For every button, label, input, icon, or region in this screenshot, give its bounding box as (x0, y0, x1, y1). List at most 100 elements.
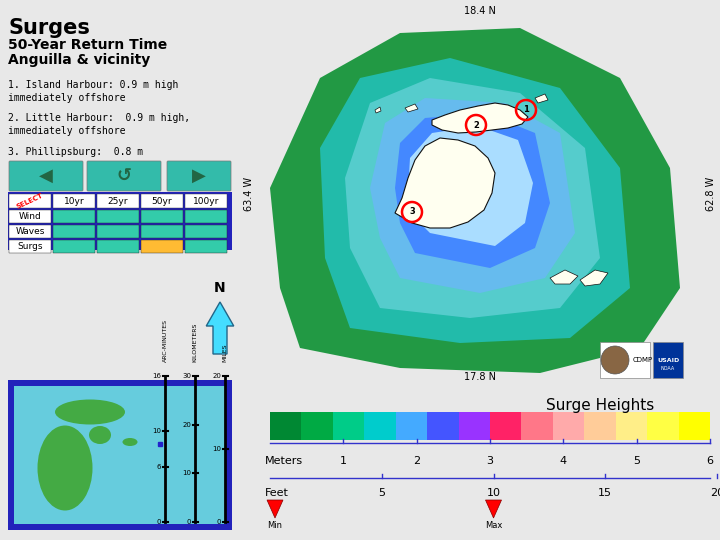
Text: 3: 3 (409, 207, 415, 217)
Polygon shape (395, 113, 550, 268)
Text: Surge Heights: Surge Heights (546, 398, 654, 413)
Bar (53, 194, 95, 208)
Polygon shape (375, 107, 381, 113)
Bar (53, 240, 95, 253)
Polygon shape (408, 126, 533, 246)
Bar (396, 412, 427, 440)
Text: 50yr: 50yr (152, 197, 172, 206)
FancyArrow shape (206, 302, 234, 354)
Text: 18.4 N: 18.4 N (464, 6, 496, 16)
Text: 6: 6 (156, 464, 161, 470)
Bar (459, 412, 490, 440)
Text: 0: 0 (217, 519, 221, 525)
Text: ↺: ↺ (117, 167, 132, 185)
Text: N: N (214, 281, 226, 295)
Text: 6: 6 (706, 456, 714, 466)
Text: KILOMETERS: KILOMETERS (192, 322, 197, 362)
Text: 5: 5 (378, 488, 385, 498)
Bar (616, 412, 647, 440)
Text: SELECT: SELECT (16, 192, 45, 210)
Text: 10: 10 (212, 446, 221, 452)
Text: 1. Island Harbour: 0.9 m high
immediately offshore: 1. Island Harbour: 0.9 m high immediatel… (8, 80, 179, 103)
Text: Wind: Wind (19, 212, 41, 221)
Text: 5: 5 (633, 456, 640, 466)
Ellipse shape (37, 426, 92, 510)
Text: 3: 3 (487, 456, 493, 466)
Bar (653, 342, 683, 378)
Text: 20: 20 (710, 488, 720, 498)
Bar (185, 194, 227, 208)
Text: ▶: ▶ (192, 167, 206, 185)
Polygon shape (405, 104, 418, 112)
Text: Anguilla & vicinity: Anguilla & vicinity (8, 53, 150, 67)
Text: 17.8 N: 17.8 N (464, 372, 496, 382)
Text: 0: 0 (156, 519, 161, 525)
Text: 3. Phillipsburg:  0.8 m: 3. Phillipsburg: 0.8 m (8, 147, 143, 157)
Ellipse shape (55, 400, 125, 424)
Text: 2: 2 (413, 456, 420, 466)
Polygon shape (432, 103, 528, 133)
Bar (8, 192, 232, 250)
Text: 25yr: 25yr (108, 197, 128, 206)
Text: 10yr: 10yr (63, 197, 84, 206)
Text: 100yr: 100yr (193, 197, 219, 206)
Ellipse shape (89, 426, 111, 444)
Text: 1: 1 (523, 105, 529, 114)
Circle shape (601, 346, 629, 374)
Text: Max: Max (485, 522, 502, 530)
Text: MILES: MILES (222, 343, 228, 362)
Text: 15: 15 (598, 488, 612, 498)
Bar (9, 240, 51, 253)
Bar (141, 210, 183, 223)
Bar (14, 386, 226, 524)
Text: ◀: ◀ (39, 167, 53, 185)
Text: CDMP: CDMP (633, 357, 653, 363)
Bar (9, 210, 51, 223)
Text: NOAA: NOAA (661, 367, 675, 372)
Bar (427, 412, 459, 440)
Ellipse shape (122, 438, 138, 446)
Text: Min: Min (268, 522, 282, 530)
Bar (8, 380, 232, 530)
Text: 20: 20 (212, 373, 221, 380)
Text: 62.8 W: 62.8 W (706, 177, 716, 211)
Polygon shape (370, 98, 575, 293)
Bar (141, 194, 183, 208)
Bar (270, 412, 302, 440)
Text: 1: 1 (340, 456, 347, 466)
Text: Surgs: Surgs (17, 242, 42, 251)
Text: 2: 2 (473, 120, 479, 130)
Polygon shape (270, 28, 680, 373)
Bar (141, 240, 183, 253)
Polygon shape (550, 270, 578, 284)
Text: Waves: Waves (15, 227, 45, 236)
Bar (364, 412, 396, 440)
Text: 63.4 W: 63.4 W (244, 177, 254, 211)
Bar (553, 412, 585, 440)
Polygon shape (320, 58, 630, 343)
Bar (9, 225, 51, 238)
Text: 50-Year Return Time: 50-Year Return Time (8, 38, 167, 52)
Bar (490, 412, 521, 440)
Bar (185, 225, 227, 238)
Bar (9, 194, 51, 208)
Bar (678, 412, 710, 440)
Text: Surges: Surges (8, 18, 90, 38)
Text: 0: 0 (186, 519, 191, 525)
Text: 10: 10 (152, 428, 161, 434)
Bar (333, 412, 364, 440)
Polygon shape (580, 270, 608, 286)
Polygon shape (485, 500, 502, 518)
FancyBboxPatch shape (87, 161, 161, 191)
Bar (53, 210, 95, 223)
Polygon shape (345, 78, 600, 318)
Bar (585, 412, 616, 440)
Bar (302, 412, 333, 440)
Text: 30: 30 (182, 373, 191, 380)
Polygon shape (267, 500, 283, 518)
Text: Feet: Feet (265, 488, 289, 498)
Text: 20: 20 (182, 422, 191, 428)
Text: 16: 16 (152, 373, 161, 380)
Bar (97, 225, 139, 238)
FancyBboxPatch shape (9, 161, 83, 191)
